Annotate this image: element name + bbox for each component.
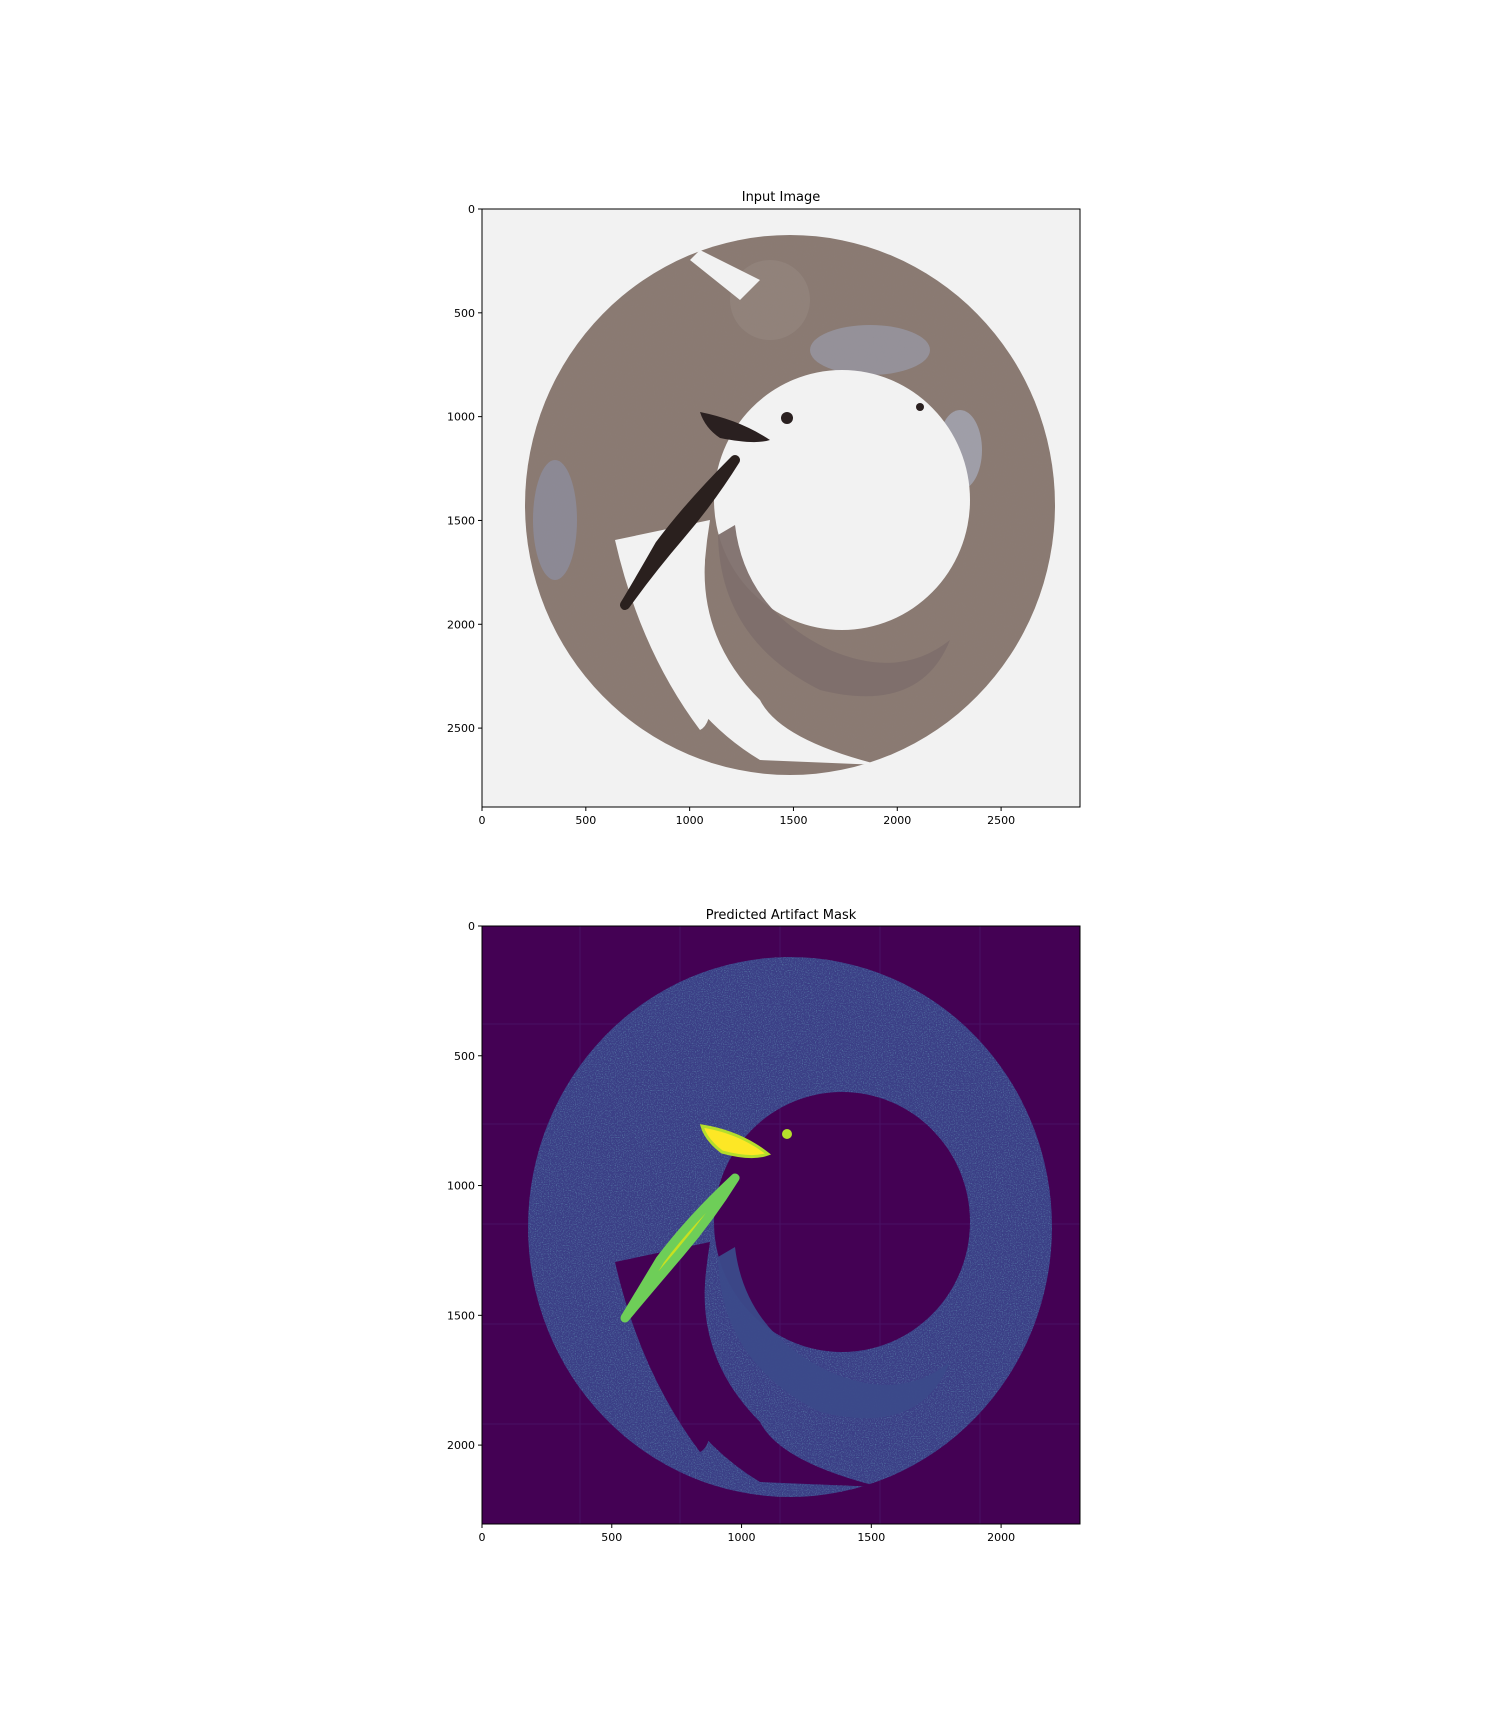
y-tick-label: 1000 [447, 1180, 475, 1193]
artifact-mask-panel: 0 500 1000 1500 2000 0 500 1000 1500 2000 [447, 920, 1081, 1544]
y-tick-label: 2000 [447, 618, 475, 631]
artifact-mask-title: Predicted Artifact Mask [705, 908, 857, 923]
mask-inner-crescent [718, 1247, 950, 1419]
artifact-mask-x-ticks: 0 500 1000 1500 2000 [479, 1524, 1015, 1544]
artifact-mask-y-ticks: 0 500 1000 1500 2000 [447, 920, 482, 1452]
dark-artifact [700, 412, 770, 443]
y-tick-label: 1000 [447, 411, 475, 424]
x-tick-label: 1500 [779, 814, 807, 827]
input-image-panel: 0 500 1000 1500 2000 2500 0 500 1000 1500 2000 250… [447, 203, 1081, 827]
x-tick-label: 2000 [987, 1531, 1015, 1544]
x-tick-label: 500 [601, 1531, 622, 1544]
y-tick-label: 500 [454, 307, 475, 320]
y-tick-label: 1500 [447, 514, 475, 527]
y-tick-label: 1500 [447, 1309, 475, 1322]
x-tick-label: 0 [479, 814, 486, 827]
input-image-y-ticks: 0 500 1000 1500 2000 2500 [447, 203, 482, 735]
x-tick-label: 1500 [857, 1531, 885, 1544]
y-tick-label: 2500 [447, 722, 475, 735]
y-tick-label: 0 [468, 920, 475, 933]
input-image-frame [481, 208, 1081, 808]
x-tick-label: 0 [479, 1531, 486, 1544]
artifact-hotspot [699, 1124, 772, 1159]
x-tick-label: 1000 [728, 1531, 756, 1544]
x-tick-label: 2000 [883, 814, 911, 827]
input-image-x-ticks: 0 500 1000 1500 2000 2500 [479, 807, 1015, 827]
x-tick-label: 1000 [676, 814, 704, 827]
y-tick-label: 0 [468, 203, 475, 216]
y-tick-label: 2000 [447, 1439, 475, 1452]
input-image-title: Input Image [741, 190, 821, 205]
x-tick-label: 2500 [987, 814, 1015, 827]
artifact-mask-frame [481, 925, 1081, 1525]
inner-tissue-crescent [718, 525, 950, 697]
y-tick-label: 500 [454, 1050, 475, 1063]
x-tick-label: 500 [575, 814, 596, 827]
